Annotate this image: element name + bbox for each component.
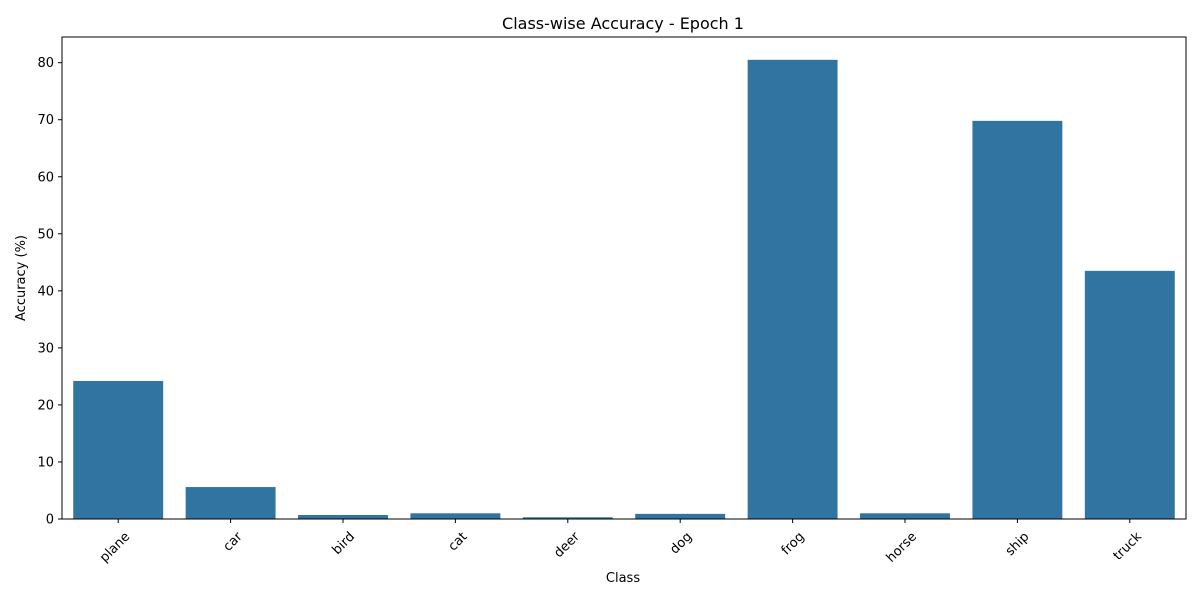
x-tick-label-plane: plane <box>97 529 133 565</box>
chart-title: Class-wise Accuracy - Epoch 1 <box>502 14 744 33</box>
y-tick-label: 40 <box>37 284 54 299</box>
y-tick-label: 50 <box>37 227 54 242</box>
bar-horse <box>860 513 950 519</box>
y-tick-label: 80 <box>37 56 54 71</box>
y-tick-label: 70 <box>37 113 54 128</box>
y-axis-label: Accuracy (%) <box>14 235 29 321</box>
plot-frame <box>61 36 1187 520</box>
bar-deer <box>522 517 613 519</box>
bar-bird <box>298 515 388 519</box>
bar-cat <box>410 513 501 519</box>
bar-plane <box>73 380 164 519</box>
x-axis: plane car bird cat deer dog frog horse ship truck <box>97 519 1145 566</box>
y-axis: 0 10 20 30 40 50 60 70 80 <box>37 56 62 528</box>
y-tick-label: 0 <box>46 513 54 528</box>
y-tick-label: 30 <box>37 341 54 356</box>
x-tick-label-ship: ship <box>1003 529 1033 559</box>
x-tick-label-truck: truck <box>1111 529 1146 564</box>
bar-car <box>185 487 276 519</box>
y-tick-label: 20 <box>37 398 54 413</box>
bar-dog <box>635 513 726 519</box>
x-tick-label-cat: cat <box>446 529 471 554</box>
x-tick-label-frog: frog <box>779 529 808 558</box>
bar-frog <box>747 59 838 520</box>
x-axis-label: Class <box>606 571 640 586</box>
bar-truck <box>1084 270 1175 519</box>
x-tick-label-dog: dog <box>667 529 695 557</box>
x-tick-label-deer: deer <box>551 529 583 561</box>
x-tick-label-bird: bird <box>330 529 358 557</box>
y-tick-label: 10 <box>37 455 54 470</box>
bars-group <box>73 59 1175 520</box>
x-tick-label-horse: horse <box>884 529 920 565</box>
y-tick-label: 60 <box>37 170 54 185</box>
x-tick-label-car: car <box>221 529 247 555</box>
bar-ship <box>972 120 1063 519</box>
